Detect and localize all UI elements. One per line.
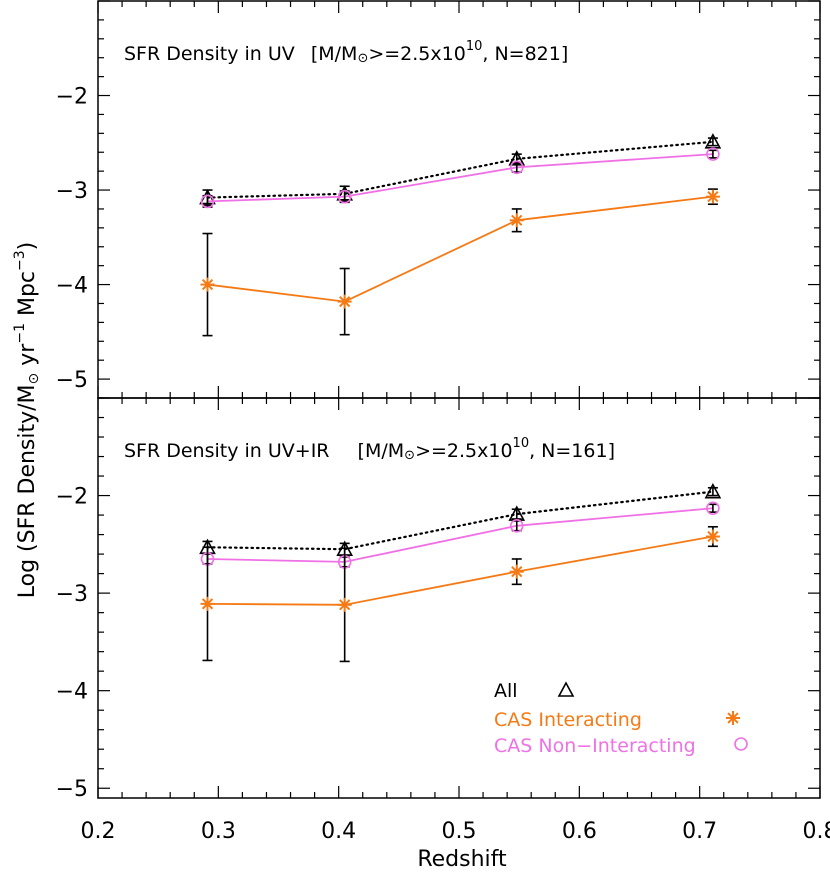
bottom-point-int-stroke: [339, 599, 351, 611]
bottom-point-non: [509, 519, 524, 533]
top-point-non: [509, 160, 524, 175]
top-y-tick-label: −3: [56, 179, 88, 204]
x-tick-label: 0.7: [682, 819, 717, 844]
top-point-int-stroke: [707, 191, 719, 203]
top-point-non: [337, 189, 352, 204]
top-y-tick-label: −2: [56, 85, 88, 110]
bottom-point-int: [200, 596, 215, 611]
top-point-int: [337, 294, 352, 309]
x-axis-title: Redshift: [417, 847, 507, 872]
bottom-point-all: [704, 482, 722, 499]
bottom-series-line-all: [206, 490, 715, 551]
bottom-panel-title: SFR Density in UV+IR [M/M⊙>=2.5x1010, N=…: [124, 436, 615, 463]
legend-marker-int: [726, 711, 740, 725]
legend-marker-all: [557, 681, 575, 697]
bottom-series-line-non: [207, 507, 713, 563]
top-y-tick-label: −5: [56, 368, 88, 393]
axis-ticks: −5 −4 −3 −2 −5 −4 −3 −2 0.2 0.3 0.4 0.5 0.6 0.7 0.8: [56, 0, 830, 844]
x-tick-label: 0.5: [442, 819, 477, 844]
top-panel-title: SFR Density in UV [M/M⊙>=2.5x1010, N=821…: [124, 39, 568, 66]
legend: All CAS Interacting CAS Non−Interacting: [494, 680, 748, 757]
bottom-point-int-stroke: [201, 598, 214, 610]
legend-label-all: All: [494, 680, 518, 702]
x-tick-label: 0.4: [321, 819, 356, 844]
bottom-series-line-int: [207, 535, 714, 606]
legend-label-non-interacting: CAS Non−Interacting: [494, 735, 696, 757]
bottom-point-int: [705, 529, 720, 544]
y-axis-title: Log (SFR Density/M⊙ yr−1 Mpc−3): [12, 242, 42, 599]
top-series-line-int: [207, 195, 714, 303]
x-tick-label: 0.8: [803, 819, 830, 844]
top-series-line-non: [207, 153, 713, 203]
bottom-point-int-stroke: [707, 530, 719, 543]
plot-series: [199, 133, 722, 663]
legend-label-interacting: CAS Interacting: [494, 709, 642, 731]
x-tick-label: 0.2: [81, 819, 116, 844]
bottom-y-tick-label: −5: [56, 777, 88, 802]
top-series-line-all: [206, 140, 715, 199]
bottom-y-tick-label: −2: [56, 485, 88, 510]
top-point-int-stroke: [201, 278, 214, 291]
bottom-point-int-stroke: [511, 566, 523, 578]
top-point-int: [705, 189, 720, 204]
top-point-int: [509, 213, 524, 228]
legend-marker-int-stroke: [727, 712, 739, 724]
bottom-point-int: [337, 597, 352, 612]
top-point-non: [706, 147, 720, 161]
bottom-y-tick-label: −4: [56, 680, 88, 705]
top-point-int-stroke: [339, 295, 351, 308]
top-point-int-stroke: [511, 214, 523, 226]
bottom-y-tick-label: −3: [56, 582, 88, 607]
legend-markers: [557, 681, 748, 751]
bottom-point-non: [706, 501, 720, 516]
bottom-point-int: [509, 564, 524, 579]
top-y-tick-label: −4: [56, 274, 88, 299]
top-point-non: [200, 194, 215, 209]
x-tick-label: 0.3: [201, 819, 236, 844]
legend-marker-non: [734, 737, 748, 751]
x-tick-label: 0.6: [562, 819, 597, 844]
top-point-int: [200, 277, 215, 292]
